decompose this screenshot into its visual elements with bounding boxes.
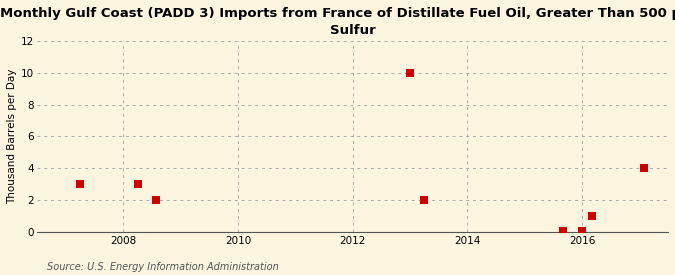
Point bbox=[75, 182, 86, 186]
Title: Monthly Gulf Coast (PADD 3) Imports from France of Distillate Fuel Oil, Greater : Monthly Gulf Coast (PADD 3) Imports from… bbox=[1, 7, 675, 37]
Text: Source: U.S. Energy Information Administration: Source: U.S. Energy Information Administ… bbox=[47, 262, 279, 272]
Point bbox=[132, 182, 143, 186]
Point bbox=[151, 198, 162, 202]
Point bbox=[404, 70, 415, 75]
Point bbox=[576, 229, 587, 233]
Point bbox=[558, 229, 568, 233]
Point bbox=[639, 166, 649, 170]
Point bbox=[419, 198, 430, 202]
Point bbox=[587, 214, 597, 218]
Y-axis label: Thousand Barrels per Day: Thousand Barrels per Day bbox=[7, 69, 17, 204]
